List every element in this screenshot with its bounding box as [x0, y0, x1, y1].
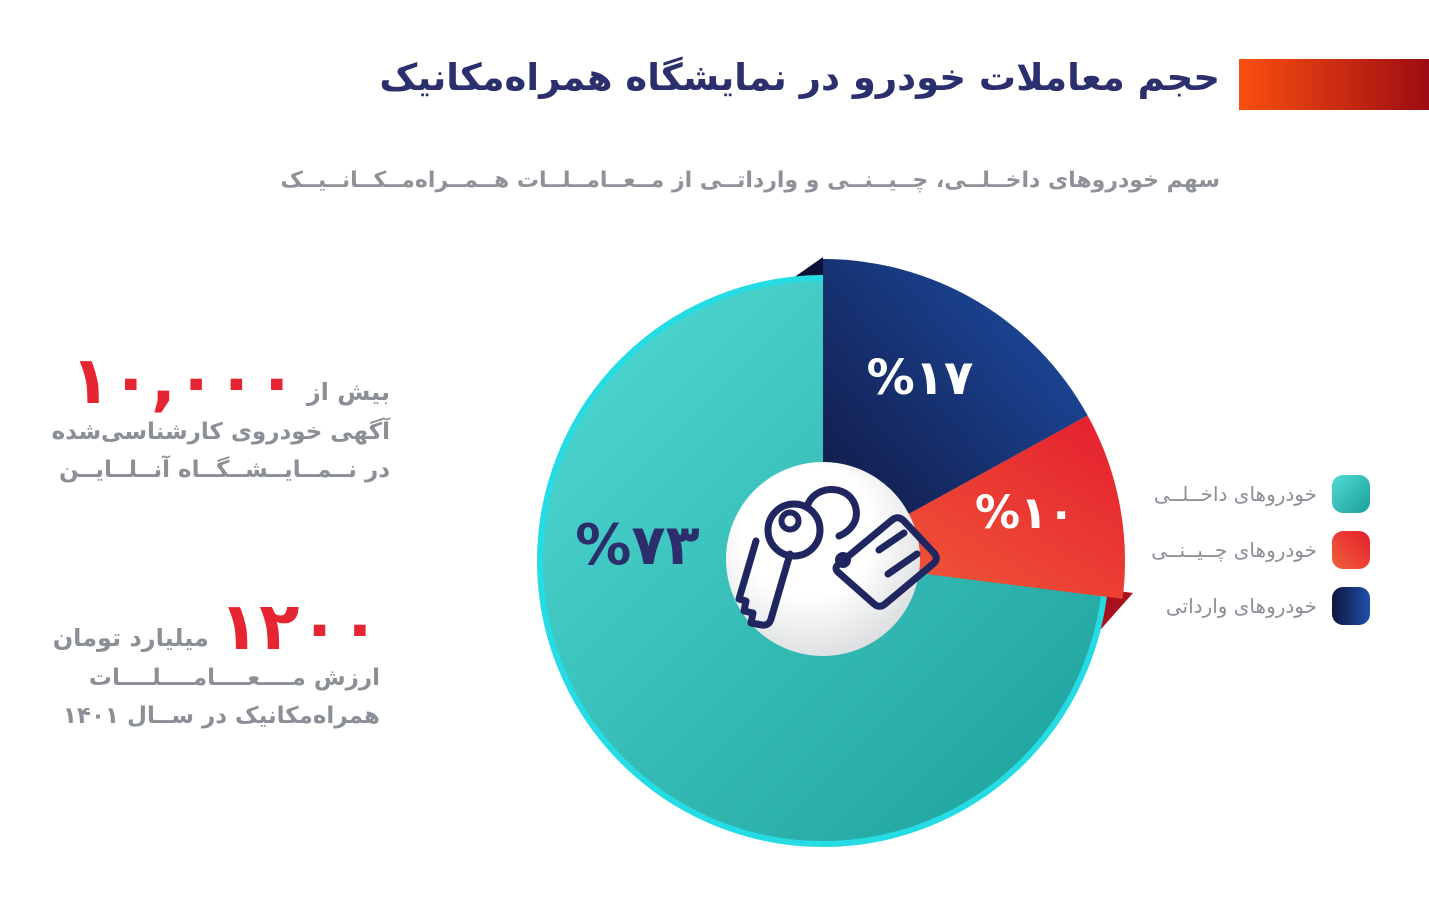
pie-label-domestic: %۷۳ — [575, 513, 700, 578]
legend-row-chinese: خودروهای چــیــنــی — [1151, 531, 1370, 569]
stat-listings: بیش از ۱۰,۰۰۰ آگهی خودروی کارشناسی‌شده د… — [51, 342, 390, 489]
stat-value-unit: میلیارد تومان — [52, 623, 209, 652]
car-key-with-price-tag-icon — [735, 486, 940, 629]
legend-label-domestic: خودروهای داخــلــی — [1153, 482, 1317, 506]
legend: خودروهای داخــلــی خودروهای چــیــنــی خ… — [1151, 475, 1370, 625]
legend-label-chinese: خودروهای چــیــنــی — [1151, 538, 1317, 562]
stat-listings-number: ۱۰,۰۰۰ — [70, 342, 297, 419]
pie-slice-imported — [823, 259, 1088, 561]
title-accent-bar — [1239, 59, 1429, 110]
stat-value-line1: ارزش مــــعــــامــــلــــات — [88, 664, 380, 691]
legend-row-imported: خودروهای وارداتی — [1151, 587, 1370, 625]
pie-label-imported: %۱۷ — [866, 350, 974, 406]
stat-value: ۱۲۰۰ میلیارد تومان ارزش مــــعــــامــــ… — [52, 588, 380, 735]
pie-chart — [537, 257, 1133, 847]
stat-listings-line1: آگهی خودروی کارشناسی‌شده — [51, 418, 390, 445]
stat-listings-prefix: بیش از — [306, 377, 390, 406]
legend-swatch-imported — [1332, 587, 1370, 625]
legend-row-domestic: خودروهای داخــلــی — [1151, 475, 1370, 513]
page-subtitle: سهم خودروهای داخــلــی، چــیــنــی و وار… — [280, 168, 1220, 193]
stat-value-line2: همراه‌مکانیک در ســال ۱۴۰۱ — [62, 702, 380, 729]
legend-swatch-chinese — [1332, 531, 1370, 569]
legend-label-imported: خودروهای وارداتی — [1165, 594, 1317, 618]
page-title: حجم معاملات خودرو در نمایشگاه همراه‌مکان… — [379, 56, 1220, 99]
stat-listings-line2: در نــمــایــشــگــاه آنــلــایــن — [58, 456, 390, 483]
pie-label-chinese: %۱۰ — [974, 486, 1076, 539]
legend-swatch-domestic — [1332, 475, 1370, 513]
stat-value-number: ۱۲۰۰ — [218, 588, 380, 665]
